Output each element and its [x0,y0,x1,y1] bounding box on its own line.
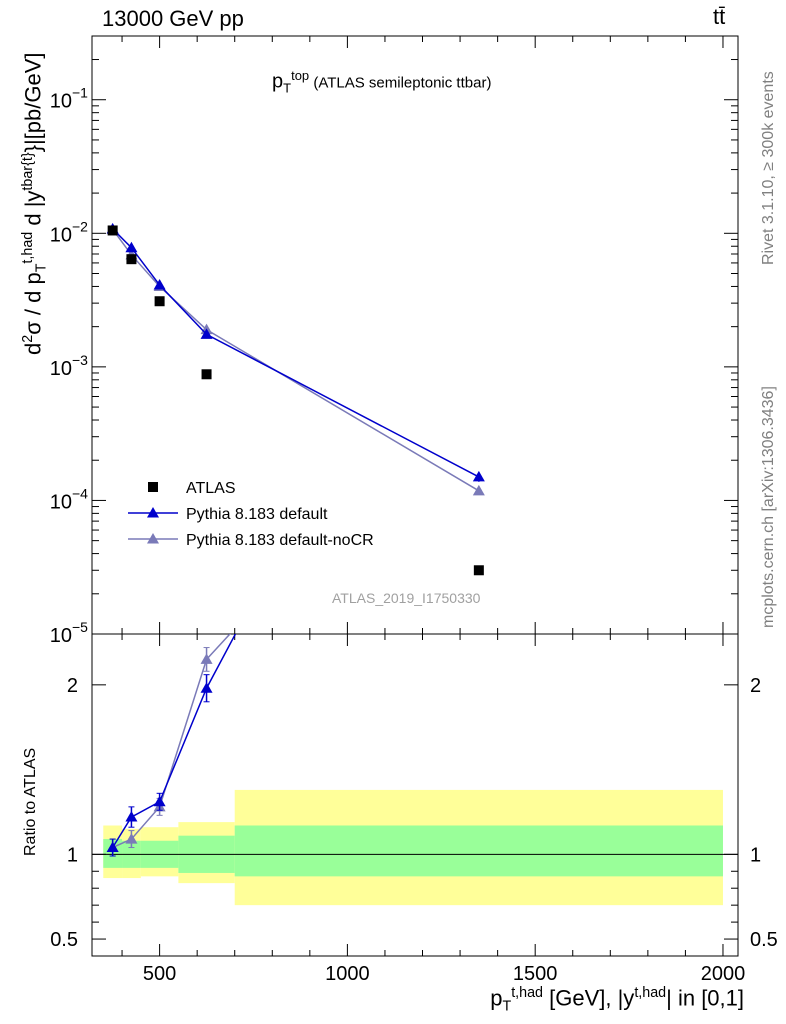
ratio-plot-frame [91,633,739,957]
ratio-series-marker [200,653,213,664]
ratio-series-marker [125,811,138,822]
x-tick-label: 500 [143,963,176,985]
y-tick-label-exponent: −4 [72,485,88,501]
ratio-tick-label-right: 0.5 [750,929,778,951]
y-tick-label: 10 [50,491,72,513]
y-axis-label: d2σ / d pTt,had d |ytbar{t}}|[pb/GeV] [20,52,50,355]
atlas-data-point [107,225,118,236]
ratio-series-marker [125,833,138,844]
uncertainty-band-inner [234,825,723,877]
y-tick-label: 10 [50,358,72,380]
ratio-series-marker [200,682,213,693]
header-process-label: tt̄ [713,4,726,29]
legend-label: Pythia 8.183 default-noCR [186,532,374,549]
legend-marker-atlas [148,482,158,492]
series-line [112,228,480,492]
chart-title: pTtop (ATLAS semileptonic ttbar) [272,68,492,96]
y-tick-label: 10 [50,625,72,647]
series-marker [200,328,213,339]
legend-label: Pythia 8.183 default [186,506,328,523]
atlas-data-point [126,254,137,265]
header-energy-label: 13000 GeV pp [102,6,244,31]
legend-marker [147,507,159,518]
y-tick-label-exponent: −3 [72,352,88,368]
atlas-data-point [154,296,165,307]
atlas-data-point [201,369,212,380]
y-tick-label: 10 [50,91,72,113]
ratio-series-marker [473,170,485,181]
series-marker [125,241,138,253]
series-marker [472,470,485,482]
y-tick-label-exponent: −5 [72,619,88,635]
ratio-series-marker [153,795,166,807]
ratio-tick-label-left: 2 [67,675,78,697]
series-marker [472,484,485,496]
y-tick-label: 10 [50,224,72,246]
ratio-tick-label-left: 0.5 [50,929,78,951]
legend-marker [147,533,159,544]
series-marker [153,279,166,290]
y-tick-label-exponent: −2 [72,218,88,234]
ratio-series-marker [473,357,485,368]
analysis-id-label: ATLAS_2019_I1750330 [332,590,481,606]
legend-label-atlas: ATLAS [186,480,236,497]
atlas-data-point [473,565,484,576]
rivet-version-label: Rivet 3.1.10, ≥ 300k events [760,71,777,265]
mcplots-reference-label: mcplots.cern.ch [arXiv:1306.3436] [760,386,777,628]
x-axis-label: pTt,had [GeV], |yt,had| in [0,1] [490,985,744,1015]
x-tick-label: 1000 [325,963,370,985]
ratio-y-axis-label: Ratio to ATLAS [22,747,39,856]
ratio-tick-label-left: 1 [67,844,78,866]
ratio-tick-label-right: 1 [750,844,761,866]
y-tick-label-exponent: −1 [72,85,88,101]
series-line [112,228,480,478]
x-tick-label: 1500 [513,963,558,985]
ratio-tick-label-right: 2 [750,675,761,697]
x-tick-label: 2000 [701,963,746,985]
ratio-series-marker [106,841,119,853]
